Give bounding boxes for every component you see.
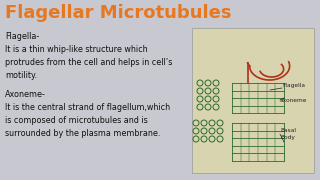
Text: Axoneme-
It is the central strand of flagellum,which
is composed of microtubules: Axoneme- It is the central strand of fla… xyxy=(5,90,170,138)
Text: Basal
Body: Basal Body xyxy=(280,128,296,140)
Text: axoneme: axoneme xyxy=(280,98,308,102)
Text: Flagellar Microtubules: Flagellar Microtubules xyxy=(5,4,231,22)
Text: Flagella: Flagella xyxy=(282,84,305,89)
Text: Flagella-
It is a thin whip-like structure which
protrudes from the cell and hel: Flagella- It is a thin whip-like structu… xyxy=(5,32,172,80)
Bar xyxy=(192,28,314,173)
